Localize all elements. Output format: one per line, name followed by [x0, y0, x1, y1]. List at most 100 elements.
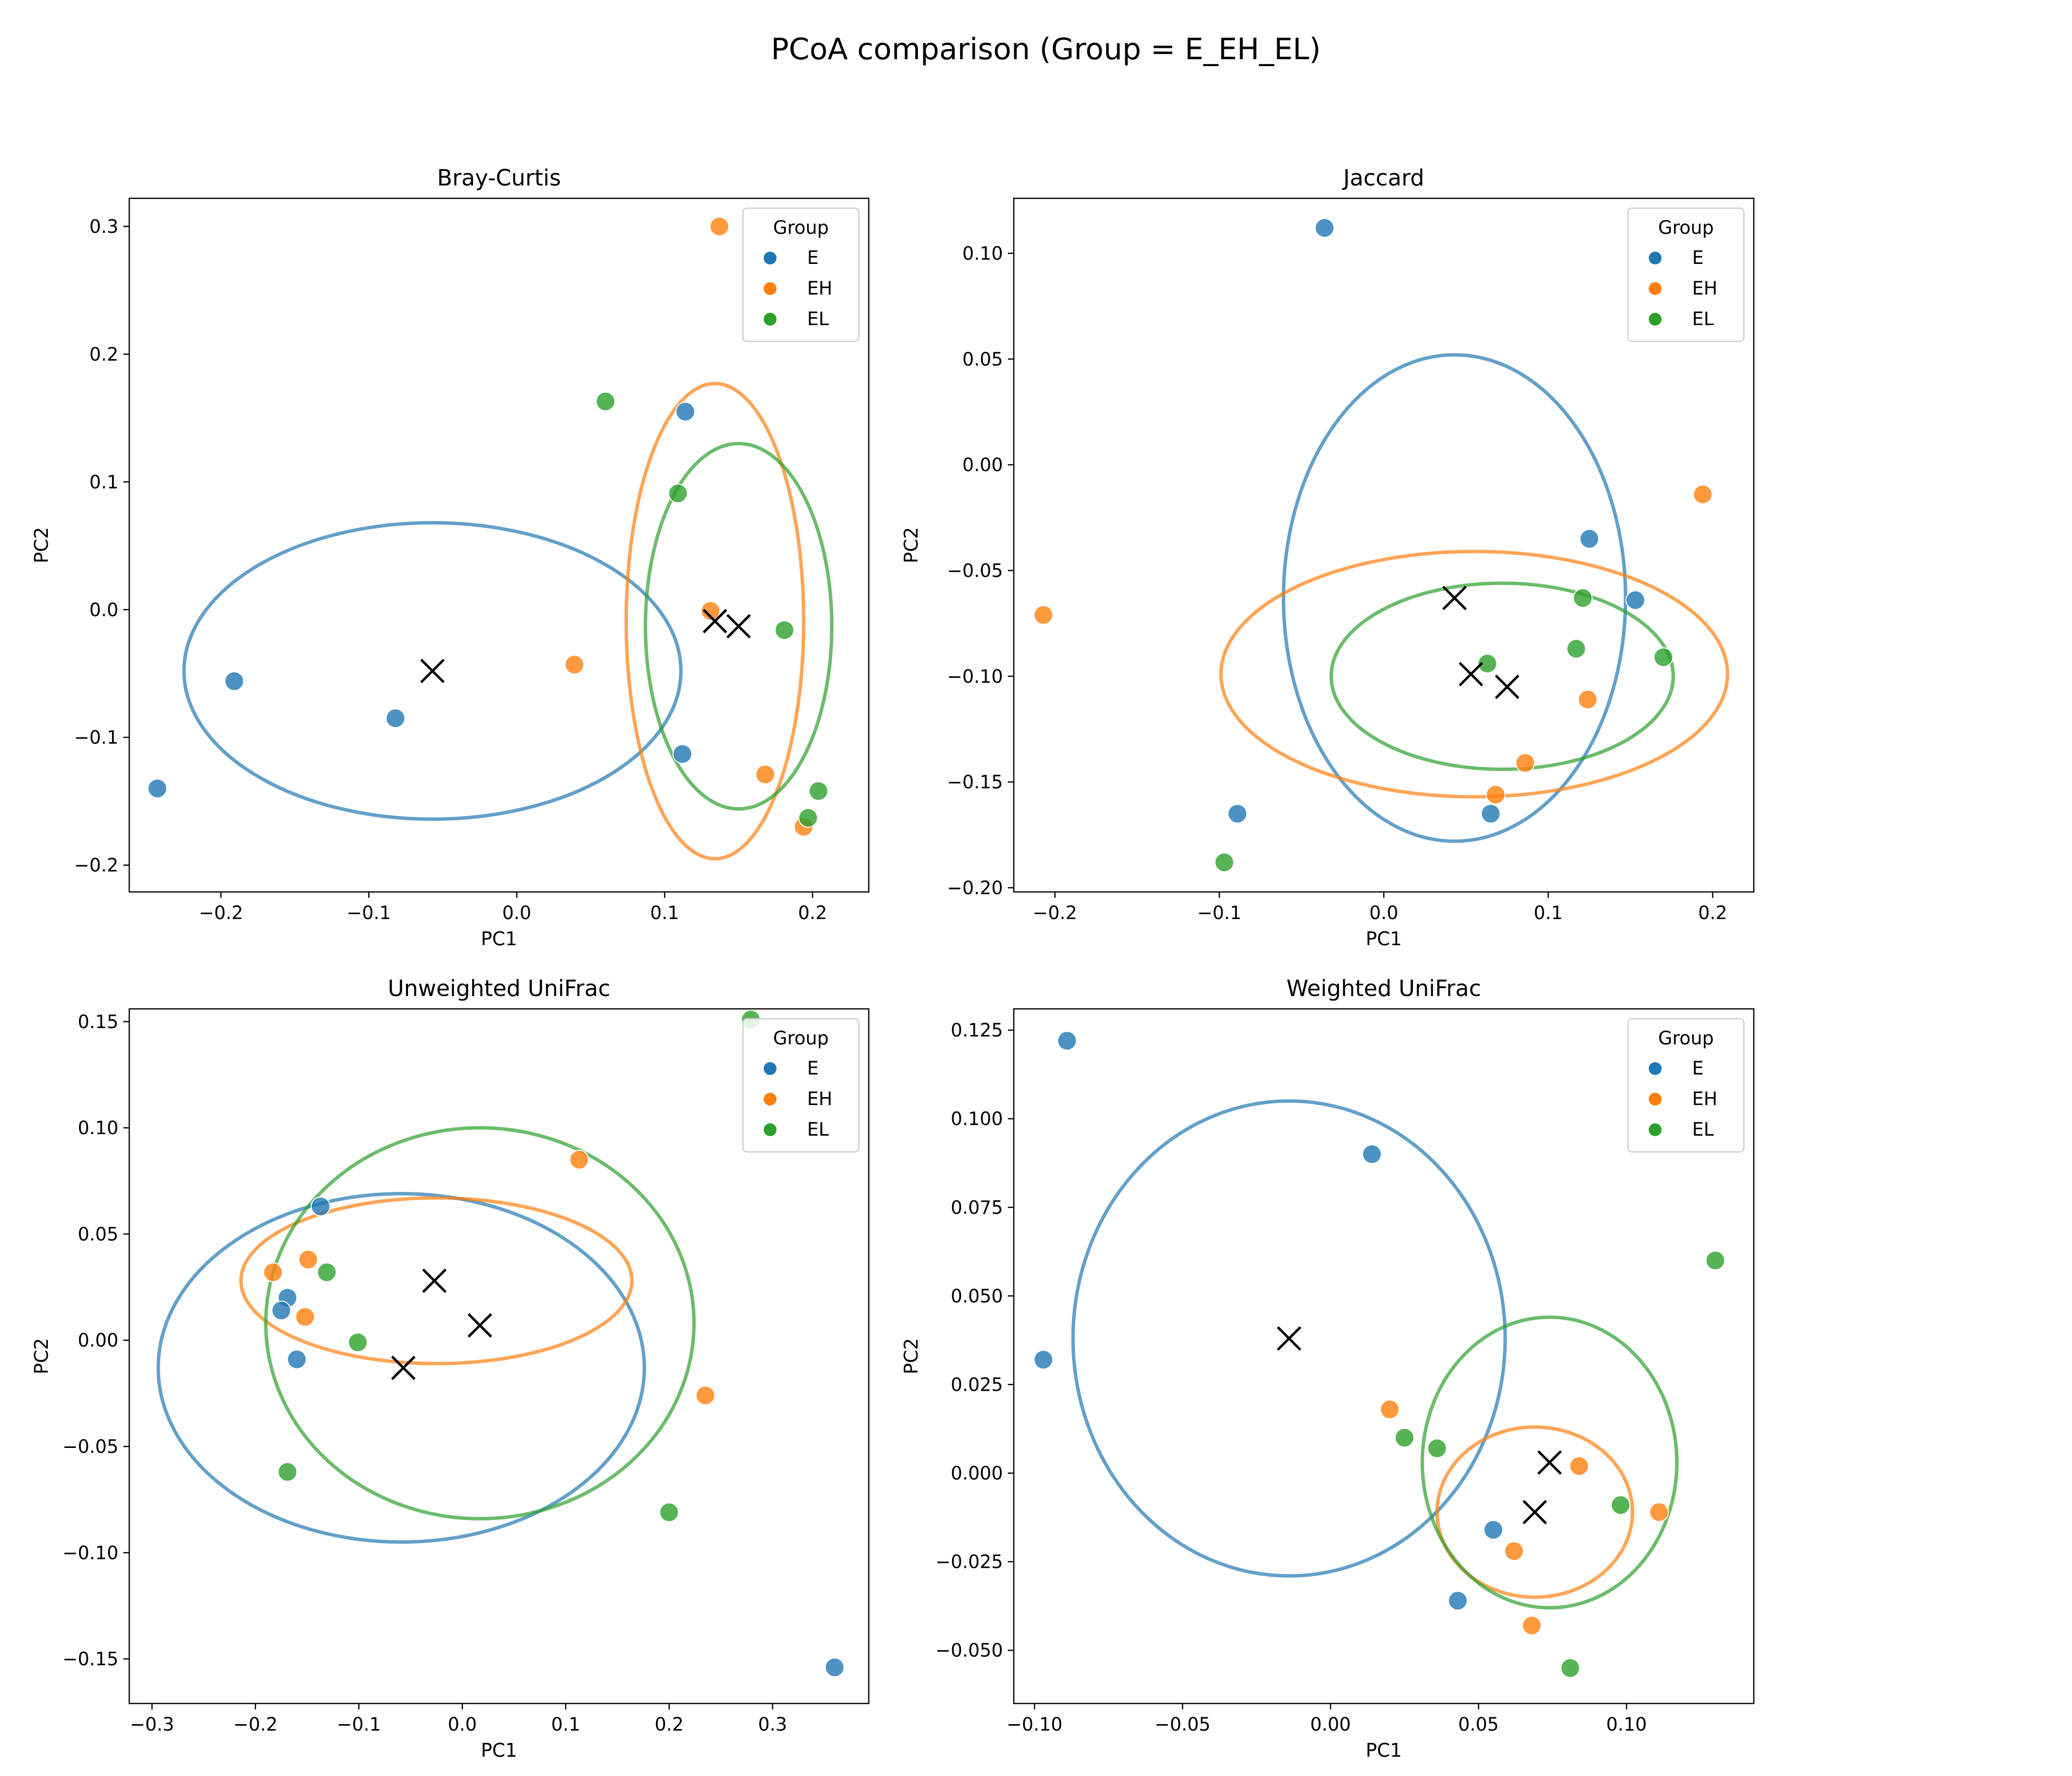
point-EL: [1705, 1251, 1725, 1271]
x-tick-label: −0.1: [347, 902, 391, 924]
point-EL: [1427, 1438, 1447, 1458]
centroid-EL: [1537, 1450, 1562, 1475]
point-EH: [755, 764, 776, 784]
x-tick-label: 0.0: [502, 902, 531, 924]
point-E: [1483, 1520, 1503, 1540]
legend: Group E EH EL: [742, 1018, 860, 1153]
axes-frame: [128, 1008, 870, 1704]
axes-frame: [1013, 197, 1755, 893]
y-tick-label: 0.125: [951, 1020, 1003, 1041]
point-EH: [701, 601, 721, 621]
point-E: [147, 778, 167, 799]
legend-label: EH: [1692, 1088, 1717, 1110]
y-tick-label: 0.1: [89, 472, 118, 493]
ellipse-EH: [239, 1196, 634, 1366]
legend-label: EL: [807, 1119, 829, 1140]
legend-box: [1627, 207, 1745, 342]
legend-box: [1627, 1018, 1745, 1153]
y-tick-label: 0.00: [962, 454, 1003, 476]
y-tick-label: −0.15: [63, 1649, 118, 1670]
x-tick-label: −0.3: [130, 1714, 174, 1735]
ellipse-EL: [264, 1126, 696, 1520]
y-tick-label: 0.15: [78, 1011, 118, 1033]
point-EH: [1034, 605, 1053, 625]
y-tick-label: −0.2: [74, 855, 118, 876]
y-tick-label: 0.0: [89, 599, 118, 621]
point-EL: [798, 808, 818, 828]
legend-marker-EH: [1649, 282, 1662, 295]
centroid-E: [1277, 1326, 1301, 1351]
point-E: [271, 1300, 292, 1321]
ellipse-E: [156, 1192, 646, 1544]
legend-box: [742, 207, 860, 342]
legend-label: E: [1692, 1058, 1703, 1079]
point-EL: [1566, 639, 1586, 659]
legend-marker-EH: [764, 1093, 777, 1106]
point-EL: [348, 1332, 368, 1353]
point-EL: [809, 781, 829, 801]
y-tick-label: 0.025: [951, 1374, 1003, 1395]
y-tick-label: 0.075: [951, 1197, 1003, 1218]
point-E: [1480, 804, 1501, 824]
point-EH: [569, 1149, 589, 1170]
legend-label: E: [807, 247, 818, 268]
plot-area: [147, 216, 834, 861]
y-tick-label: −0.05: [63, 1436, 118, 1457]
point-EH: [295, 1307, 315, 1327]
y-tick-label: −0.15: [947, 772, 1003, 793]
centroid-EL: [726, 614, 751, 639]
y-tick-label: 0.05: [962, 349, 1003, 370]
panel-4: Weighted UniFrac −0.10 −0.05 0.00 0.05 0.10 −0…: [900, 975, 1755, 1761]
point-EL: [1611, 1495, 1630, 1515]
legend: Group E EH EL: [1627, 1018, 1745, 1153]
centroid-E: [1442, 586, 1467, 610]
y-tick-label: 0.2: [89, 344, 118, 365]
point-EL: [595, 391, 616, 411]
point-EH: [1485, 784, 1506, 805]
point-E: [1315, 218, 1334, 238]
x-axis-label: PC1: [481, 928, 518, 950]
legend-label: E: [807, 1058, 818, 1079]
point-EL: [775, 620, 795, 640]
legend-marker-E: [1649, 252, 1662, 264]
legend-label: EL: [807, 308, 829, 330]
point-EL: [277, 1462, 297, 1482]
x-tick-label: −0.10: [1006, 1714, 1062, 1735]
legend-marker-EL: [764, 1123, 777, 1136]
legend-marker-E: [764, 1062, 777, 1075]
centroid-EL: [467, 1313, 492, 1338]
point-EH: [1504, 1541, 1524, 1561]
x-tick-label: 0.2: [655, 1714, 684, 1735]
ellipse-EH: [1435, 1425, 1634, 1599]
x-tick-label: 0.2: [798, 902, 827, 924]
legend-label: E: [1692, 247, 1703, 268]
y-tick-label: −0.10: [947, 666, 1003, 687]
y-tick-label: 0.00: [78, 1330, 118, 1351]
point-E: [385, 708, 406, 728]
centroid-EH: [703, 609, 727, 633]
x-axis-label: PC1: [481, 1739, 518, 1761]
point-E: [1057, 1031, 1077, 1051]
ellipse-EL: [643, 442, 834, 811]
x-tick-label: 0.0: [1369, 902, 1399, 924]
point-EH: [298, 1250, 318, 1270]
y-tick-label: 0.10: [78, 1117, 118, 1139]
legend: Group E EH EL: [742, 207, 860, 342]
centroid-EH: [1458, 662, 1483, 687]
panel-2: Jaccard −0.2 −0.1 0.0 0.1 0.2 −0.20 −0.15 −0.10 −…: [900, 165, 1755, 950]
y-tick-label: −0.10: [63, 1542, 118, 1563]
y-tick-label: 0.10: [962, 243, 1003, 264]
ellipse-EL: [1420, 1315, 1679, 1610]
point-EL: [317, 1262, 337, 1282]
y-tick-label: 0.100: [951, 1109, 1003, 1130]
point-EL: [1478, 654, 1497, 674]
point-EH: [1380, 1399, 1400, 1419]
legend-marker-EL: [1649, 1123, 1662, 1136]
panels: Bray-Curtis−0.2 −0.1 0.0 0.1 0.2−0.2−0.10.00…: [31, 165, 1755, 1761]
y-tick-label: 0.05: [78, 1223, 118, 1245]
ellipse-EH: [624, 381, 806, 861]
point-EL: [668, 483, 688, 504]
x-tick-label: −0.05: [1154, 1714, 1210, 1735]
point-E: [224, 671, 244, 691]
x-tick-label: 0.1: [551, 1714, 580, 1735]
